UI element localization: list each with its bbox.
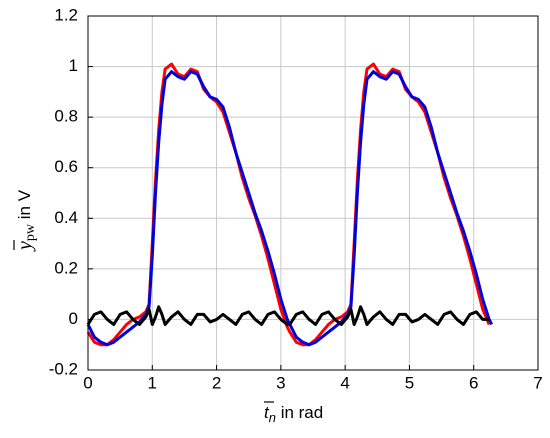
x-tick-label: 5	[405, 373, 414, 392]
x-tick-label: 6	[469, 373, 478, 392]
grid	[87, 15, 539, 371]
x-tick-label: 2	[212, 373, 221, 392]
lines	[86, 62, 494, 347]
y-label: ypw in V	[14, 189, 39, 252]
x-tick-label: 0	[83, 373, 92, 392]
y-tick-label: 0.4	[54, 208, 78, 227]
y-tick-label: 1.2	[54, 5, 78, 24]
x-axis-label: tn in rad	[264, 401, 323, 425]
y-tick-label: 0.2	[54, 258, 78, 277]
x-tick-label: 1	[148, 373, 157, 392]
y-tick-label: -0.2	[49, 359, 78, 378]
y-axis-label: ypw in V	[13, 189, 39, 252]
y-tick-label: 0	[69, 309, 78, 328]
y-tick-label: 1	[69, 56, 78, 75]
x-tick-label: 3	[276, 373, 285, 392]
y-tick-label: 0.6	[54, 157, 78, 176]
series-line	[86, 305, 490, 326]
x-tick-label: 4	[340, 373, 349, 392]
plot-frame	[87, 15, 539, 371]
x-tick-label: 7	[533, 373, 542, 392]
series-line	[86, 70, 494, 347]
y-tick-label: 0.8	[54, 107, 78, 126]
x-label: tn in rad	[264, 403, 323, 425]
